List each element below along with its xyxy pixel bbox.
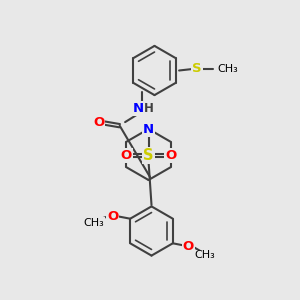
Text: CH₃: CH₃: [217, 64, 238, 74]
Text: O: O: [93, 116, 104, 129]
Text: N: N: [133, 102, 144, 115]
Text: O: O: [107, 210, 118, 223]
Text: H: H: [144, 102, 154, 115]
Text: CH₃: CH₃: [84, 218, 105, 228]
Text: O: O: [165, 149, 176, 162]
Text: S: S: [143, 148, 154, 163]
Text: O: O: [183, 240, 194, 254]
Text: N: N: [143, 122, 154, 136]
Text: S: S: [192, 62, 202, 76]
Text: O: O: [121, 149, 132, 162]
Text: CH₃: CH₃: [194, 250, 215, 260]
